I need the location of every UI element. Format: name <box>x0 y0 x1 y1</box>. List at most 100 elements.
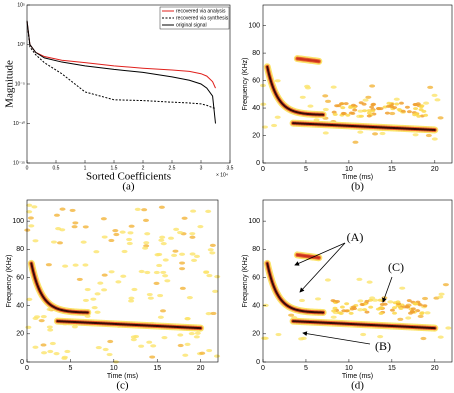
noise-speckle <box>102 347 109 352</box>
x-tick-label: 20 <box>197 365 205 372</box>
noise-speckle <box>146 340 153 344</box>
noise-speckle <box>275 332 282 337</box>
annotation-arrow <box>382 276 393 303</box>
x-axis-label: Time (ms) <box>342 373 373 380</box>
y-tick-label: 80 <box>16 246 24 253</box>
noise-speckle <box>405 316 412 320</box>
noise-speckle <box>26 297 33 301</box>
x-tick-label: 1.5 <box>111 165 118 171</box>
y-tick-label: 0 <box>256 359 260 366</box>
noise-speckle <box>153 270 160 275</box>
noise-speckle <box>437 295 444 299</box>
noise-speckle <box>101 235 108 239</box>
harmonic-speckle <box>400 109 406 113</box>
x-tick-label: 1 <box>84 165 87 171</box>
noise-speckle <box>159 235 166 239</box>
noise-speckle <box>144 270 151 275</box>
harmonic-speckle <box>364 310 370 314</box>
noise-speckle <box>150 344 157 348</box>
harmonic-speckle <box>392 306 398 310</box>
noise-speckle <box>143 241 150 245</box>
y-tick-label: 80 <box>252 50 260 57</box>
legend-label: original signal <box>176 22 207 28</box>
x-tick-label: 15 <box>153 365 161 372</box>
x-tick-label: 5 <box>304 166 308 173</box>
noise-speckle <box>53 213 60 217</box>
harmonic-speckle <box>417 303 423 307</box>
noise-speckle <box>184 316 191 321</box>
harmonic-speckle <box>414 112 420 116</box>
noise-speckle <box>357 130 364 134</box>
noise-speckle <box>160 309 167 313</box>
harmonic-speckle <box>358 114 364 118</box>
noise-speckle <box>197 225 204 229</box>
noise-speckle <box>157 293 164 298</box>
noise-speckle <box>184 342 191 346</box>
x-tick-label: 0.5 <box>53 165 60 171</box>
harmonic-speckle <box>412 103 418 107</box>
noise-speckle <box>314 297 321 301</box>
y-tick-label: 0 <box>256 160 260 167</box>
x-tick-label: 0 <box>25 365 29 372</box>
noise-speckle <box>76 277 83 282</box>
noise-speckle <box>422 296 429 301</box>
noise-speckle <box>177 333 184 337</box>
noise-speckle <box>162 274 169 278</box>
spectrogram-image <box>24 203 221 364</box>
noise-speckle <box>372 298 379 302</box>
noise-speckle <box>179 267 186 271</box>
annotation: (B) <box>375 339 391 353</box>
harmonic-speckle <box>332 306 338 310</box>
axes-frame <box>26 4 231 164</box>
spectrogram-image <box>260 55 444 144</box>
noise-speckle <box>41 351 48 355</box>
noise-speckle <box>437 335 444 339</box>
y-tick-label: 10⁻¹⁰ <box>13 121 25 127</box>
noise-speckle <box>62 264 69 268</box>
noise-speckle <box>31 205 38 209</box>
noise-speckle <box>372 132 379 136</box>
harmonic-speckle <box>361 102 367 106</box>
noise-speckle <box>64 349 71 354</box>
noise-speckle <box>193 254 200 258</box>
noise-speckle <box>50 240 57 244</box>
noise-speckle <box>210 311 217 316</box>
x-tick-label: 15 <box>388 166 396 173</box>
harmonic-speckle <box>352 108 358 112</box>
noise-speckle <box>330 315 337 319</box>
x-tick-label: 2.5 <box>169 165 176 171</box>
noise-speckle <box>262 303 269 307</box>
noise-speckle <box>82 225 89 229</box>
noise-speckle <box>179 286 186 290</box>
harmonic-speckle <box>406 110 412 114</box>
noise-speckle <box>393 97 400 101</box>
harmonic-speckle <box>332 112 338 116</box>
plot-area <box>263 200 452 362</box>
noise-speckle <box>154 253 161 257</box>
x-tick-label: 2 <box>142 165 145 171</box>
noise-speckle <box>158 205 165 209</box>
harmonic-speckle <box>413 107 419 111</box>
y-axis-label: Frequency (KHz) <box>242 255 249 308</box>
noise-speckle <box>199 351 206 355</box>
harmonic-speckle <box>382 302 388 306</box>
harmonic-speckle <box>341 309 347 313</box>
track-core <box>296 253 320 259</box>
harmonic-speckle <box>416 114 422 118</box>
noise-speckle <box>417 314 424 318</box>
y-axis-label: Frequency (KHz) <box>6 255 13 308</box>
noise-speckle <box>313 118 320 122</box>
noise-speckle <box>307 104 314 108</box>
x-tick-label: 10 <box>345 166 353 173</box>
noise-speckle <box>59 228 66 232</box>
y-tick-label: 10⁻¹⁵ <box>13 160 25 166</box>
harmonic-speckle <box>423 113 429 117</box>
noise-speckle <box>108 238 115 243</box>
line-series <box>26 20 216 124</box>
annotation: (C) <box>388 260 404 274</box>
noise-speckle <box>205 312 212 316</box>
harmonic-speckle <box>404 105 410 109</box>
noise-speckle <box>214 275 221 279</box>
noise-speckle <box>157 315 164 319</box>
